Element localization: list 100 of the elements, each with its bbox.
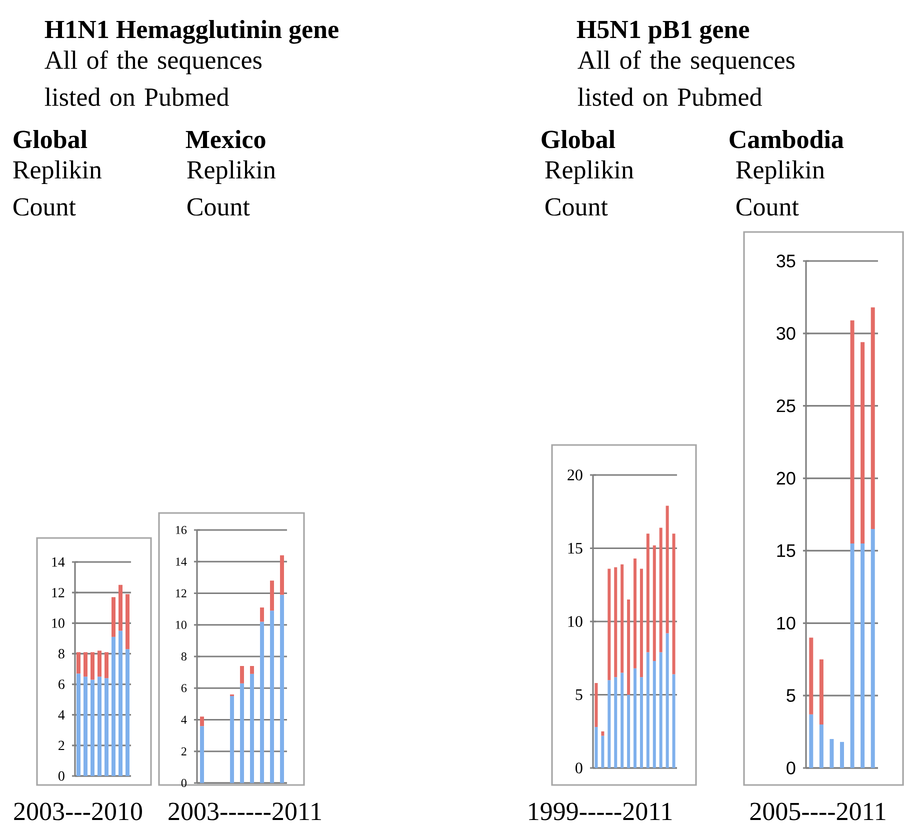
y-tick-label: 2 [181, 747, 186, 756]
x-axis-title: 2005----2011 [750, 802, 886, 820]
bar [666, 506, 669, 634]
bar [90, 680, 95, 776]
y-tick-label: 4 [181, 716, 187, 724]
y-tick-label: 0 [181, 778, 186, 788]
y-tick-label: 12 [176, 589, 186, 598]
chart-title: Cambodia [730, 130, 844, 148]
bar [594, 683, 598, 727]
bar [280, 594, 284, 783]
bar [112, 597, 116, 637]
bar [270, 610, 274, 783]
bar [118, 584, 123, 631]
bar [652, 545, 656, 662]
y-tick-label: 30 [776, 327, 796, 340]
text: H1N1 Hemagglutinin gene [44, 20, 338, 44]
x-axis-title: 2003------2011 [168, 802, 321, 820]
bar [809, 714, 814, 768]
bar [659, 652, 662, 768]
bar [112, 636, 116, 776]
bar [84, 652, 88, 677]
bar [652, 661, 656, 768]
chart-subtitle: Replikin Count [545, 160, 634, 216]
bar [627, 694, 630, 768]
bar [640, 568, 643, 678]
bar [230, 696, 234, 783]
bar [608, 680, 611, 768]
bar [90, 652, 95, 680]
text: H5N1 pB1 gene [576, 20, 750, 44]
bar [620, 672, 624, 768]
bar [200, 716, 204, 726]
bar [601, 731, 604, 736]
bar [98, 676, 102, 776]
y-tick-label: 5 [576, 689, 582, 700]
bar [200, 726, 204, 783]
bar [76, 652, 81, 674]
bar [840, 742, 844, 768]
chart-title: Mexico [186, 130, 266, 148]
chart-title: Global [14, 130, 88, 148]
text: All of the sequences listed on Pubmed [44, 50, 262, 106]
bar [870, 528, 875, 768]
bar [240, 666, 244, 684]
y-tick-label: 0 [58, 771, 64, 781]
bar [819, 659, 824, 725]
bar [666, 633, 669, 768]
y-tick-label: 10 [777, 616, 796, 630]
y-tick-label: 10 [176, 620, 186, 629]
y-tick-label: 6 [181, 684, 187, 692]
bar [608, 568, 611, 680]
y-tick-label: 4 [58, 710, 65, 720]
bar [860, 342, 865, 544]
y-tick-label: 0 [576, 762, 582, 774]
bar [672, 674, 676, 768]
y-tick-label: 5 [786, 689, 796, 702]
bar [620, 564, 624, 673]
bar [126, 649, 130, 776]
bar [76, 674, 81, 776]
y-tick-label: 15 [568, 542, 582, 554]
bar [104, 652, 109, 678]
chart-subtitle: Replikin Count [187, 160, 276, 216]
bar [594, 726, 598, 768]
bar [614, 567, 618, 678]
bar [646, 534, 650, 652]
x-axis-title: 1999-----2011 [529, 802, 672, 820]
bar [850, 320, 854, 544]
bar [870, 307, 875, 529]
bar [819, 724, 824, 768]
y-tick-label: 0 [786, 762, 796, 774]
bar [280, 555, 284, 595]
bar [850, 543, 854, 768]
bar [614, 677, 618, 768]
bar [659, 528, 662, 652]
bar [118, 630, 123, 776]
y-tick-label: 20 [568, 470, 582, 480]
bar [634, 558, 637, 668]
bar [860, 543, 865, 768]
text: All of the sequences listed on Pubmed [578, 50, 795, 106]
bar [270, 580, 274, 611]
y-tick-label: 16 [176, 526, 187, 534]
bar [126, 594, 130, 650]
y-tick-label: 10 [568, 616, 582, 627]
y-tick-label: 8 [58, 648, 64, 658]
y-tick-label: 14 [52, 557, 65, 567]
bar [250, 666, 254, 674]
bar [240, 683, 244, 783]
chart-subtitle: Replikin Count [13, 160, 102, 216]
x-axis-title: 2003---2010 [14, 802, 142, 820]
bar [601, 736, 604, 768]
bar [84, 676, 88, 776]
bar [104, 678, 109, 776]
bar [260, 607, 264, 622]
bar [672, 534, 676, 674]
chart-subtitle: Replikin Count [736, 160, 825, 216]
y-tick-label: 2 [58, 740, 64, 750]
bar [640, 677, 643, 768]
y-tick-label: 6 [58, 680, 65, 689]
bar [634, 668, 637, 768]
bar [627, 600, 630, 695]
bar [646, 652, 650, 768]
y-tick-label: 10 [52, 618, 64, 628]
